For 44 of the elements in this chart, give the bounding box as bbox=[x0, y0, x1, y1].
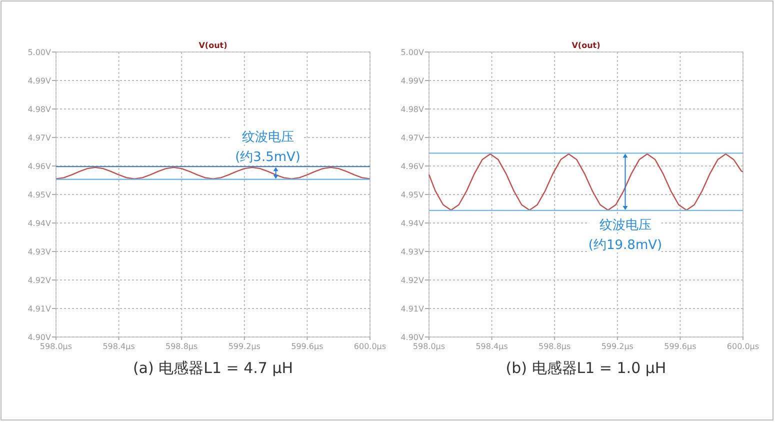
x-tick-label: 600.0µs bbox=[726, 342, 760, 351]
x-tick-label: 598.4µs bbox=[476, 342, 508, 351]
annotation: (约3.5mV) bbox=[235, 150, 300, 166]
y-tick-label: 4.92V bbox=[28, 276, 52, 285]
y-tick-label: 4.96V bbox=[400, 162, 425, 171]
y-tick-label: 4.94V bbox=[28, 218, 52, 228]
line-series bbox=[428, 153, 744, 211]
y-tick-label: 4.99V bbox=[400, 76, 425, 86]
x-tick-label: 599.2µs bbox=[601, 342, 634, 351]
y-tick-label: 4.97V bbox=[400, 133, 425, 142]
x-tick-label: 599.6µs bbox=[664, 342, 696, 351]
x-tick-label: 598.0µs bbox=[40, 342, 72, 351]
y-tick-label: 4.95V bbox=[400, 190, 425, 200]
y-tick-label: 4.98V bbox=[28, 104, 52, 114]
y-tick-label: 4.99V bbox=[28, 76, 52, 86]
y-tick-label: 4.94V bbox=[400, 218, 425, 228]
y-tick-label: 4.92V bbox=[400, 276, 425, 285]
y-tick-label: 5.00V bbox=[400, 48, 425, 57]
y-tick-label: 4.95V bbox=[28, 190, 52, 200]
annotation: 纹波电压 bbox=[599, 218, 652, 234]
x-tick-label: 600.0µs bbox=[354, 342, 386, 351]
y-tick-label: 4.96V bbox=[28, 162, 52, 171]
y-tick-label: 4.90V bbox=[400, 332, 425, 342]
line-series bbox=[55, 166, 371, 180]
annotation: 纹波电压 bbox=[242, 130, 294, 146]
y-tick-label: 4.91V bbox=[400, 304, 425, 314]
y-tick-label: 4.90V bbox=[28, 332, 52, 342]
y-tick-label: 4.91V bbox=[28, 304, 52, 314]
x-tick-label: 599.6µs bbox=[291, 342, 324, 351]
y-tick-label: 4.97V bbox=[28, 133, 52, 142]
x-tick-label: 599.2µs bbox=[228, 342, 260, 351]
y-tick-label: 4.98V bbox=[400, 104, 425, 114]
x-axis-title: (a) 电感器L1 = 4.7 μH bbox=[132, 359, 294, 377]
x-tick-label: 598.8µs bbox=[166, 342, 198, 351]
x-tick-label: 598.4µs bbox=[102, 342, 135, 351]
y-tick-label: 4.93V bbox=[28, 247, 52, 256]
annotation: (约19.8mV) bbox=[588, 238, 662, 254]
y-tick-label: 4.93V bbox=[400, 247, 425, 256]
x-tick-label: 598.8µs bbox=[538, 342, 571, 351]
chart-title: V(out) bbox=[572, 41, 600, 50]
chart-title: V(out) bbox=[198, 41, 228, 50]
x-axis-title: (b) 电感器L1 = 1.0 μH bbox=[506, 359, 666, 377]
x-tick-label: 598.0µs bbox=[412, 342, 446, 351]
y-tick-label: 5.00V bbox=[28, 48, 52, 57]
